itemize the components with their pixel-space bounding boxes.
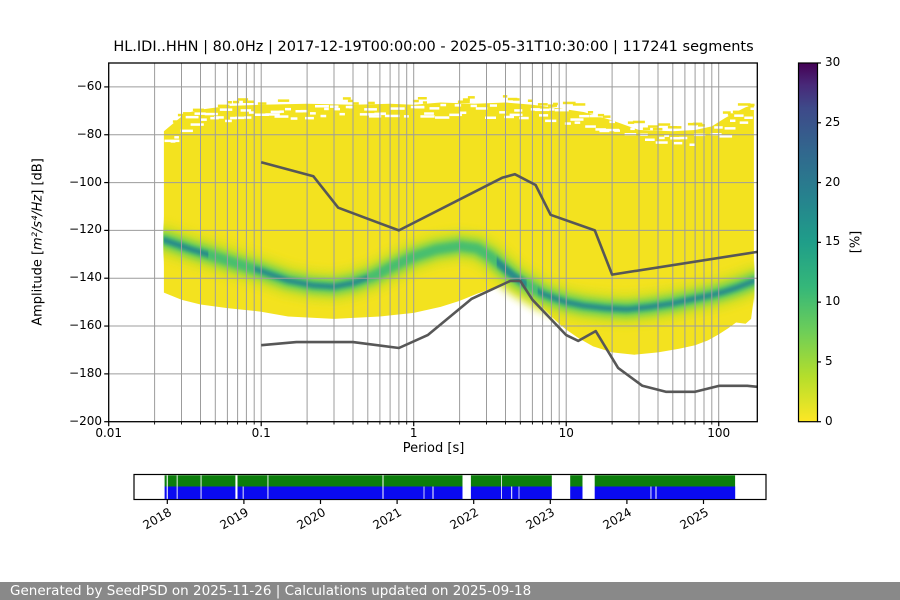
timeline-coverage-blue — [433, 486, 463, 500]
timeline-coverage-green — [383, 475, 463, 487]
ppsd-heatmap — [163, 95, 755, 355]
timeline-coverage-blue — [268, 486, 383, 500]
timeline-coverage-blue — [512, 486, 519, 500]
timeline-coverage-blue — [594, 486, 651, 500]
timeline-coverage-blue — [470, 486, 502, 500]
timeline-coverage-green — [594, 475, 736, 487]
timeline-coverage-blue — [201, 486, 236, 500]
colorbar-frame — [797, 62, 819, 423]
timeline-coverage-green — [570, 475, 583, 487]
footer-text: Generated by SeedPSD on 2025-11-26 | Cal… — [10, 583, 532, 599]
timeline-coverage-blue — [164, 486, 167, 500]
footer-bar: Generated by SeedPSD on 2025-11-26 | Cal… — [0, 582, 900, 600]
timeline-coverage-blue — [570, 486, 583, 500]
ppsd-plot-canvas — [104, 62, 821, 504]
timeline-coverage-green — [164, 475, 167, 487]
timeline-coverage-blue — [243, 486, 268, 500]
axes-frame — [108, 62, 758, 423]
timeline-coverage-green — [237, 475, 268, 487]
timeline-coverage-blue — [502, 486, 512, 500]
nhnm-line — [260, 160, 758, 276]
timeline-coverage-blue — [424, 486, 433, 500]
nlnm-line — [261, 279, 758, 394]
timeline-coverage-green — [470, 475, 502, 487]
colorbar-gradient — [798, 63, 818, 422]
timeline-coverage-blue — [656, 486, 736, 500]
timeline-coverage-blue — [237, 486, 243, 500]
timeline-coverage-blue — [177, 486, 201, 500]
timeline-coverage-green — [502, 475, 552, 487]
timeline-coverage-blue — [383, 486, 424, 500]
timeline-coverage-green — [201, 475, 236, 487]
grid-lines — [108, 63, 758, 422]
timeline-coverage-green — [167, 475, 177, 487]
coverage-timeline — [133, 473, 767, 504]
timeline-coverage-green — [177, 475, 201, 487]
timeline-coverage-blue — [167, 486, 177, 500]
timeline-coverage-blue — [519, 486, 552, 500]
timeline-coverage-blue — [651, 486, 656, 500]
timeline-coverage-green — [268, 475, 383, 487]
